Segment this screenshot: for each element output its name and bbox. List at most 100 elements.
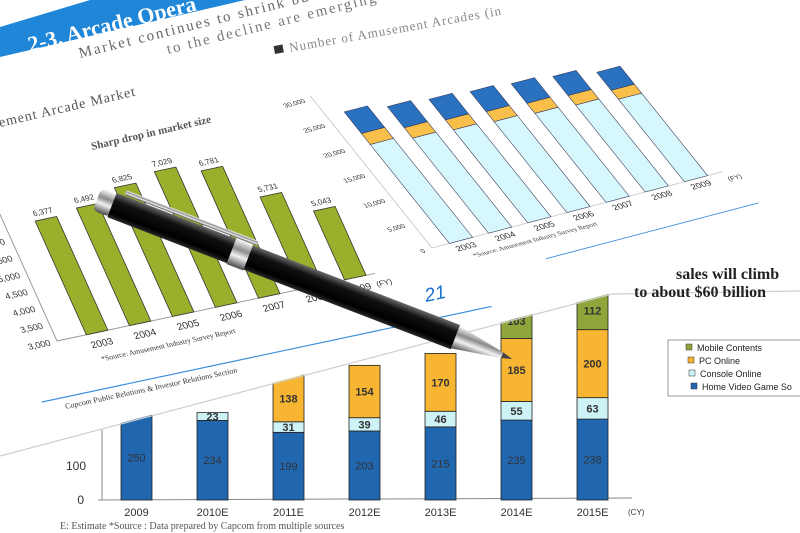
y-tick-label: 10,000 <box>362 198 387 209</box>
data-label: 63 <box>586 403 598 415</box>
x-tick-label: 2010E <box>197 507 229 519</box>
y-tick-label: 30,000 <box>282 98 307 109</box>
data-label: 55 <box>510 406 522 418</box>
y-tick-label: 3,500 <box>19 321 45 335</box>
data-label: 235 <box>507 455 525 467</box>
data-label: 46 <box>434 414 446 426</box>
bar-segment <box>500 419 533 501</box>
data-label: 6,492 <box>72 193 96 205</box>
rule <box>545 202 759 260</box>
x-tick-label: 2009 <box>124 507 148 519</box>
data-label: 23 <box>206 412 218 424</box>
y-tick-label: 0 <box>77 493 84 507</box>
legend-swatch <box>690 382 698 390</box>
data-label: 203 <box>355 460 373 472</box>
data-label: 6,781 <box>197 155 221 167</box>
page-number: 21 <box>422 282 448 307</box>
sales-headline-2: to about $60 billion <box>634 284 766 301</box>
bar <box>312 206 367 281</box>
legend-label: Home Video Game So <box>702 382 792 392</box>
data-label: 39 <box>358 419 370 431</box>
heading-bullet <box>273 44 284 54</box>
y-tick-label: 4,000 <box>11 304 37 318</box>
x-tick-label: 2007 <box>261 300 288 315</box>
x-unit-label: (FY) <box>375 277 394 289</box>
pen-tip <box>451 325 504 358</box>
y-tick-label: 5,000 <box>386 223 407 233</box>
data-label: 238 <box>583 455 601 467</box>
bar-segment <box>510 77 551 104</box>
data-label: 31 <box>282 422 294 434</box>
data-label: 5,731 <box>256 182 280 194</box>
x-tick-label: 2006 <box>218 309 245 324</box>
bar-segment <box>552 70 592 96</box>
x-tick-label: 2015E <box>577 507 609 519</box>
bar-segment <box>386 100 428 128</box>
legend-swatch <box>687 356 695 364</box>
legend-label: Console Online <box>700 369 762 379</box>
legend-swatch <box>688 369 696 377</box>
y-tick-label: 3,000 <box>26 338 52 352</box>
bar-segment <box>576 329 609 399</box>
legend-swatch <box>685 343 693 351</box>
x-tick-label: 2014E <box>501 507 533 519</box>
legend: Mobile Contents PC Online Console Online… <box>667 339 800 397</box>
game-market-stacked-chart: 0 100 250 2009 234 23 2010E 199 31 138 2011E 203 3… <box>60 291 800 532</box>
x-tick-label: 2013E <box>425 507 457 519</box>
data-label: 199 <box>279 461 297 473</box>
data-label: 154 <box>355 387 374 399</box>
bar-segment <box>469 85 510 112</box>
bar-segment <box>348 364 381 419</box>
y-tick-label: 4,500 <box>3 287 29 301</box>
pen <box>94 189 513 360</box>
bottom-note: E: Estimate *Source : Data prepared by C… <box>60 521 344 532</box>
pen-nib <box>501 352 513 360</box>
bar <box>34 216 109 336</box>
sales-headline-1: sales will climb <box>676 266 779 283</box>
x-tick-label: 2012E <box>349 507 381 519</box>
data-label: 112 <box>584 306 602 318</box>
x-tick-label: 2004 <box>132 327 159 342</box>
y-tick-label: 20,000 <box>322 148 347 159</box>
pen-clip <box>125 190 259 246</box>
legend-label: Mobile Contents <box>697 343 763 353</box>
data-label: 6,825 <box>110 172 134 184</box>
y-tick-label: 100 <box>66 459 86 473</box>
title-band <box>0 0 245 57</box>
x-tick-label: 2003 <box>89 336 116 351</box>
y-tick-label: 15,000 <box>342 173 367 184</box>
x-tick-label: 2005 <box>175 318 202 333</box>
data-label: 185 <box>507 365 525 377</box>
bar-segment <box>272 431 305 501</box>
bar-segment <box>343 105 386 134</box>
pen-body <box>107 192 461 350</box>
data-label: 138 <box>279 393 297 405</box>
data-label: 234 <box>203 455 221 467</box>
x-tick-label: 2011E <box>273 507 304 519</box>
bar-segment <box>424 353 457 412</box>
data-label: 6,377 <box>31 206 55 218</box>
bar <box>75 203 152 327</box>
bar-segment <box>348 430 381 501</box>
y-tick-label: 25,000 <box>302 123 327 134</box>
data-label: 200 <box>583 359 601 371</box>
data-label: 7,029 <box>150 156 174 168</box>
y-tick-label: 0 <box>419 248 427 254</box>
x-unit-label: (FY) <box>726 174 744 183</box>
x-unit-label: (CY) <box>628 508 645 517</box>
data-label: 250 <box>127 453 145 465</box>
data-label: 215 <box>431 458 449 470</box>
bar-segment <box>120 414 153 501</box>
bar-segment <box>196 420 229 501</box>
bar-segment <box>500 338 533 402</box>
data-label: 5,043 <box>310 196 334 208</box>
data-label: 170 <box>431 377 449 389</box>
bar-segment <box>196 412 229 421</box>
bar-segment <box>424 426 457 501</box>
bar-segment <box>596 65 635 91</box>
bar-segment <box>428 92 470 121</box>
pen-ring <box>226 237 254 271</box>
legend-label: PC Online <box>699 356 740 366</box>
sheet-edge <box>0 290 800 457</box>
